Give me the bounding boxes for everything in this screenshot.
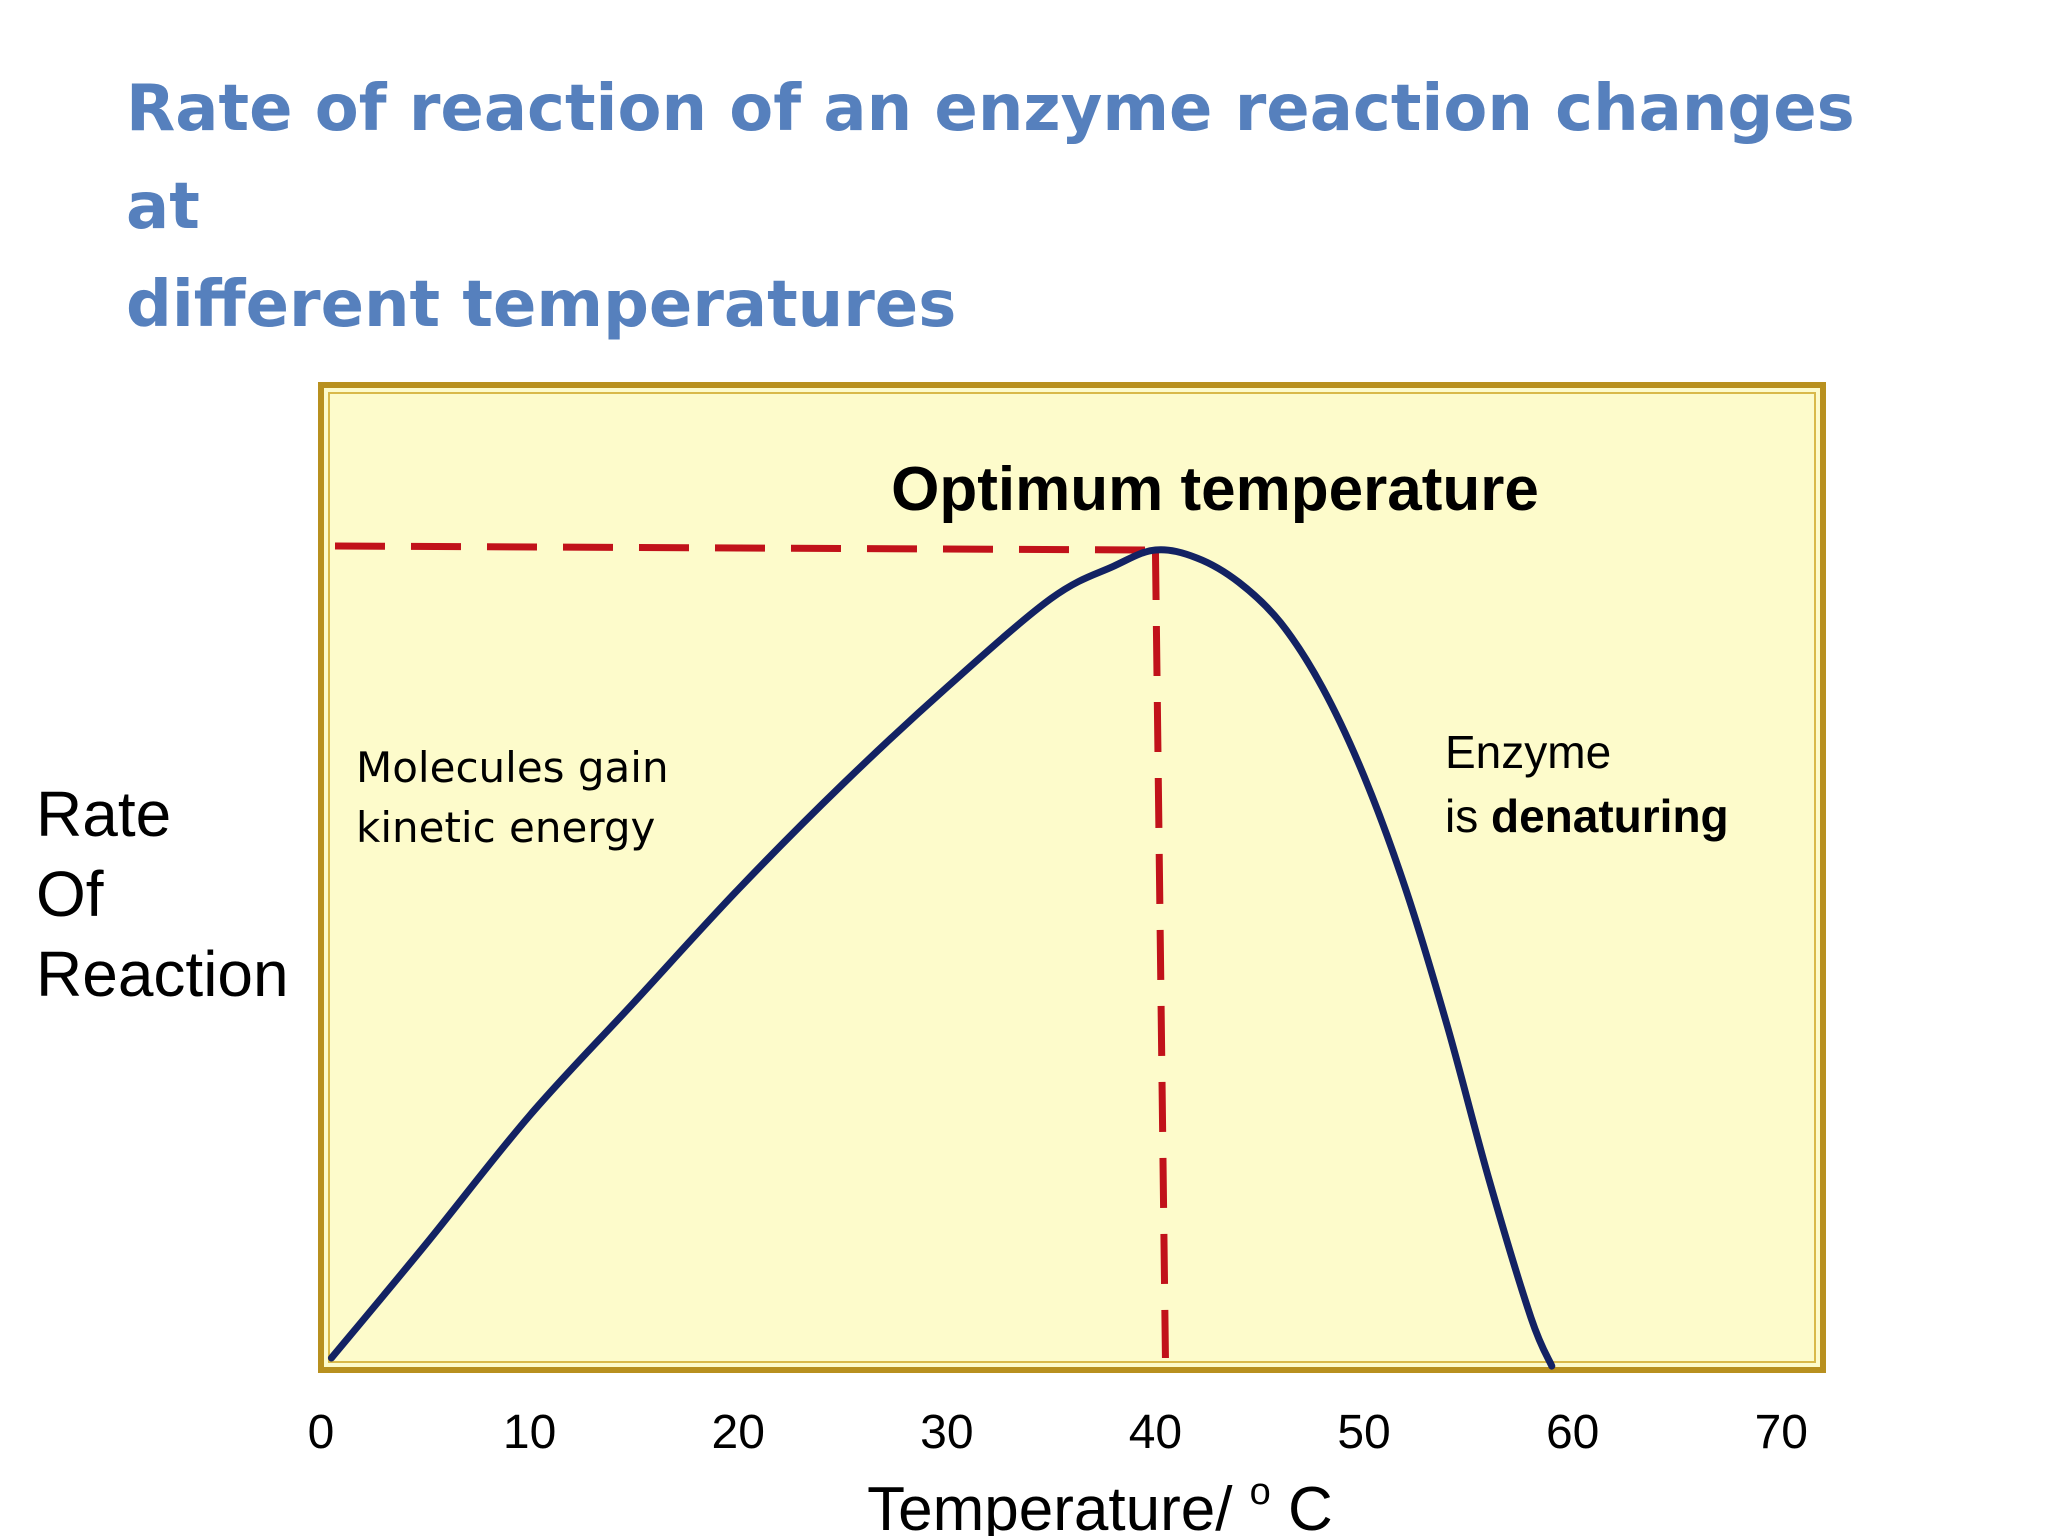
x-tick-label: 10 [503, 1406, 556, 1459]
x-tick-label: 50 [1337, 1406, 1390, 1459]
annotation-right-line-2-prefix: is [1445, 790, 1491, 842]
annotation-left-line-1: Molecules gain [356, 743, 669, 792]
slide-title-line-1: Rate of reaction of an enzyme reaction c… [126, 72, 1855, 244]
x-axis-label-main: Temperature/ [867, 1475, 1233, 1536]
x-tick-label: 40 [1129, 1406, 1182, 1459]
annotation-left-line-2: kinetic energy [356, 803, 655, 852]
chart-title: Optimum temperature [891, 455, 1539, 524]
x-tick-label: 70 [1755, 1406, 1808, 1459]
annotation-right: Enzyme is denaturing [1445, 726, 1729, 842]
x-axis-label: Temperature/ o C [867, 1449, 1333, 1536]
plot-area [318, 382, 1826, 1373]
x-axis-label-unit: C [1288, 1475, 1333, 1536]
y-axis-label: Rate Of Reaction [36, 778, 289, 1010]
plot-area-inner-border [328, 392, 1816, 1363]
x-tick-label: 0 [308, 1406, 335, 1459]
x-tick-label: 30 [920, 1406, 973, 1459]
y-axis-label-line-1: Rate [36, 778, 171, 850]
annotation-left: Molecules gain kinetic energy [356, 743, 682, 852]
y-axis-label-line-2: Of [36, 858, 104, 930]
slide-title: Rate of reaction of an enzyme reaction c… [126, 60, 1926, 354]
x-axis-ticks: 0 10 20 30 40 50 60 70 [308, 1406, 1808, 1459]
x-tick-label: 20 [712, 1406, 765, 1459]
annotation-right-line-1: Enzyme [1445, 726, 1611, 778]
x-axis-label-superscript: o [1250, 1471, 1271, 1513]
optimum-horizontal-guide [334, 542, 1156, 554]
y-axis-label-line-3: Reaction [36, 938, 289, 1010]
rate-curve [327, 546, 1556, 1370]
optimum-vertical-guide [1151, 549, 1169, 1359]
x-tick-label: 60 [1546, 1406, 1599, 1459]
slide-title-line-2: different temperatures [126, 268, 957, 342]
annotation-right-line-2-bold: denaturing [1491, 790, 1729, 842]
